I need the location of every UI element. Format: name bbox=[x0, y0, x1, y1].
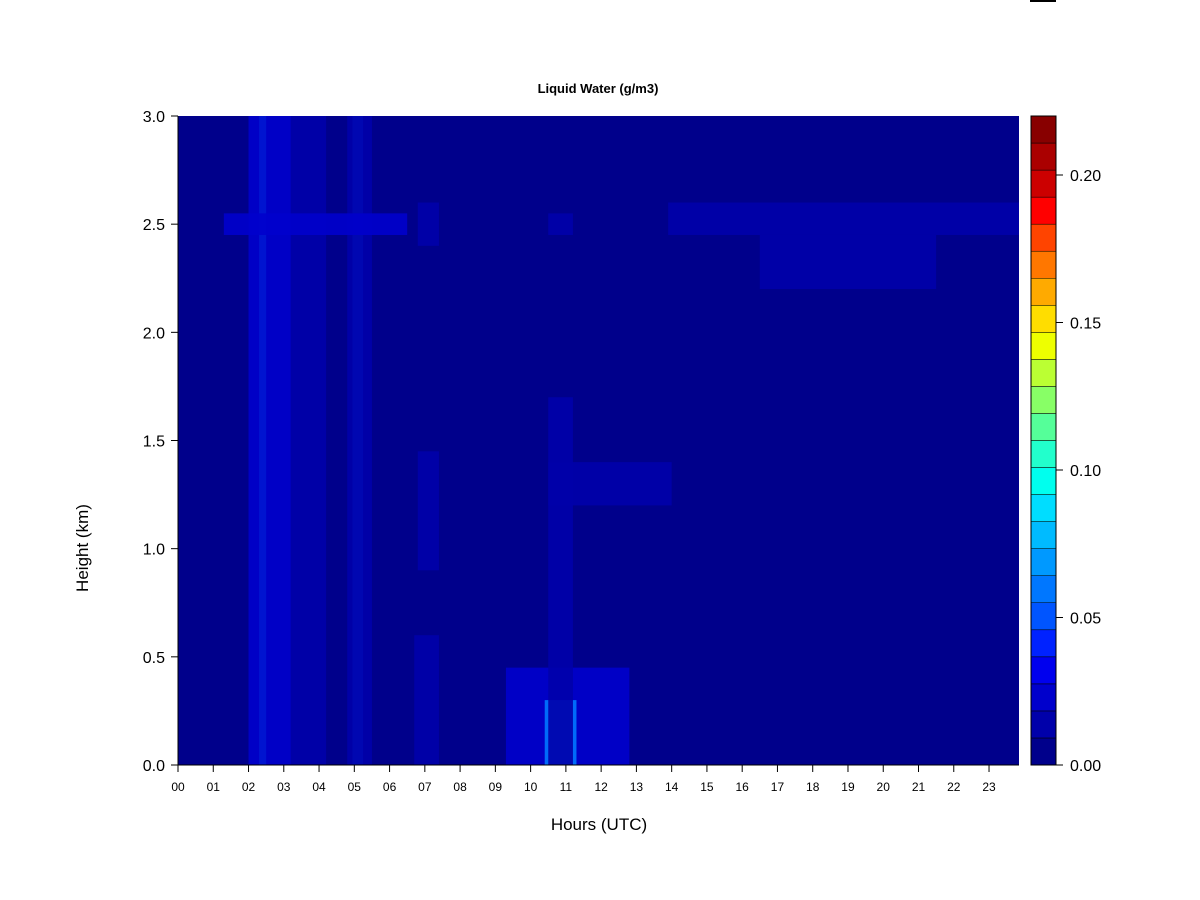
y-tick-label: 0.0 bbox=[143, 758, 165, 775]
y-tick-label: 2.5 bbox=[143, 217, 165, 234]
colorbar-tick-label: 0.15 bbox=[1070, 316, 1101, 333]
x-tick-label: 23 bbox=[982, 780, 996, 794]
colorbar-level bbox=[1030, 737, 1057, 766]
colorbar-level bbox=[1030, 629, 1057, 658]
colorbar-tick-label: 0.05 bbox=[1070, 611, 1101, 628]
axes: 00 01 02 03 04 05 06 07 08 09 10 11 12 13 14 15 16 17 18 19… bbox=[143, 109, 1019, 794]
x-tick-label: 05 bbox=[348, 780, 362, 794]
colorbar-level bbox=[1030, 115, 1057, 144]
colorbar-level bbox=[1030, 250, 1057, 279]
y-tick-label: 1.5 bbox=[143, 434, 165, 451]
colorbar-level bbox=[1030, 169, 1057, 198]
x-tick-label: 12 bbox=[594, 780, 608, 794]
y-tick-label: 1.0 bbox=[143, 542, 165, 559]
x-tick-label: 15 bbox=[700, 780, 714, 794]
x-tick-label: 02 bbox=[242, 780, 256, 794]
y-tick-label: 0.5 bbox=[143, 650, 165, 667]
field-region bbox=[548, 213, 573, 235]
y-tick-label: 3.0 bbox=[143, 109, 165, 126]
field-region bbox=[548, 397, 573, 765]
x-tick-label: 06 bbox=[383, 780, 397, 794]
x-tick-label: 00 bbox=[171, 780, 185, 794]
colorbar-tick-label: 0.10 bbox=[1070, 463, 1101, 480]
x-tick-label: 21 bbox=[912, 780, 926, 794]
colorbar-level bbox=[1030, 440, 1057, 468]
x-tick-label: 13 bbox=[630, 780, 644, 794]
y-tick-label: 2.0 bbox=[143, 325, 165, 342]
colorbar-level bbox=[1030, 683, 1057, 712]
colorbar-level bbox=[1030, 413, 1057, 441]
x-tick-label: 07 bbox=[418, 780, 432, 794]
colorbar-level bbox=[1030, 278, 1057, 306]
x-tick-label: 16 bbox=[736, 780, 750, 794]
colorbar-level bbox=[1030, 494, 1057, 522]
colorbar-level bbox=[1030, 521, 1057, 549]
colorbar-level bbox=[1030, 467, 1057, 495]
colorbar-level bbox=[1030, 710, 1057, 739]
x-tick-label: 01 bbox=[207, 780, 221, 794]
colorbar-level bbox=[1030, 196, 1057, 225]
colorbar-level bbox=[1030, 359, 1057, 387]
colorbar-level bbox=[1030, 548, 1057, 576]
liquid-water-field bbox=[223, 116, 1019, 765]
x-tick-label: 11 bbox=[560, 780, 573, 794]
colorbar-tick-label: 0.00 bbox=[1070, 758, 1101, 775]
y-axis-label: Height (km) bbox=[73, 504, 92, 592]
colorbar: 0.00 0.05 0.10 0.15 0.20 bbox=[1030, 115, 1101, 775]
field-region bbox=[668, 202, 1019, 235]
colorbar-frame bbox=[1030, 115, 1057, 766]
field-region bbox=[223, 213, 408, 235]
colorbar-level bbox=[1030, 142, 1057, 171]
x-tick-label: 10 bbox=[524, 780, 538, 794]
x-tick-label: 04 bbox=[312, 780, 326, 794]
x-tick-label: 17 bbox=[771, 780, 785, 794]
colorbar-level bbox=[1030, 332, 1057, 360]
field-region bbox=[414, 635, 439, 765]
x-tick-label: 18 bbox=[806, 780, 820, 794]
colorbar-level bbox=[1030, 602, 1057, 631]
field-region bbox=[417, 202, 439, 246]
colorbar-level bbox=[1030, 305, 1057, 333]
x-tick-label: 20 bbox=[877, 780, 891, 794]
colorbar-level bbox=[1030, 386, 1057, 414]
chart-title: Liquid Water (g/m3) bbox=[538, 81, 659, 96]
colorbar-level bbox=[1030, 223, 1057, 252]
x-tick-label: 03 bbox=[277, 780, 291, 794]
x-tick-label: 09 bbox=[489, 780, 503, 794]
x-tick-label: 08 bbox=[453, 780, 467, 794]
colorbar-level bbox=[1030, 575, 1057, 603]
field-region bbox=[417, 451, 439, 571]
corner-mark bbox=[1030, 0, 1056, 2]
x-tick-label: 22 bbox=[947, 780, 961, 794]
colorbar-tick-label: 0.20 bbox=[1070, 168, 1101, 185]
field-region bbox=[759, 234, 937, 290]
field-region bbox=[548, 462, 672, 506]
x-axis-label: Hours (UTC) bbox=[551, 815, 647, 834]
colorbar-level bbox=[1030, 656, 1057, 685]
x-tick-label: 14 bbox=[665, 780, 679, 794]
x-tick-label: 19 bbox=[841, 780, 855, 794]
